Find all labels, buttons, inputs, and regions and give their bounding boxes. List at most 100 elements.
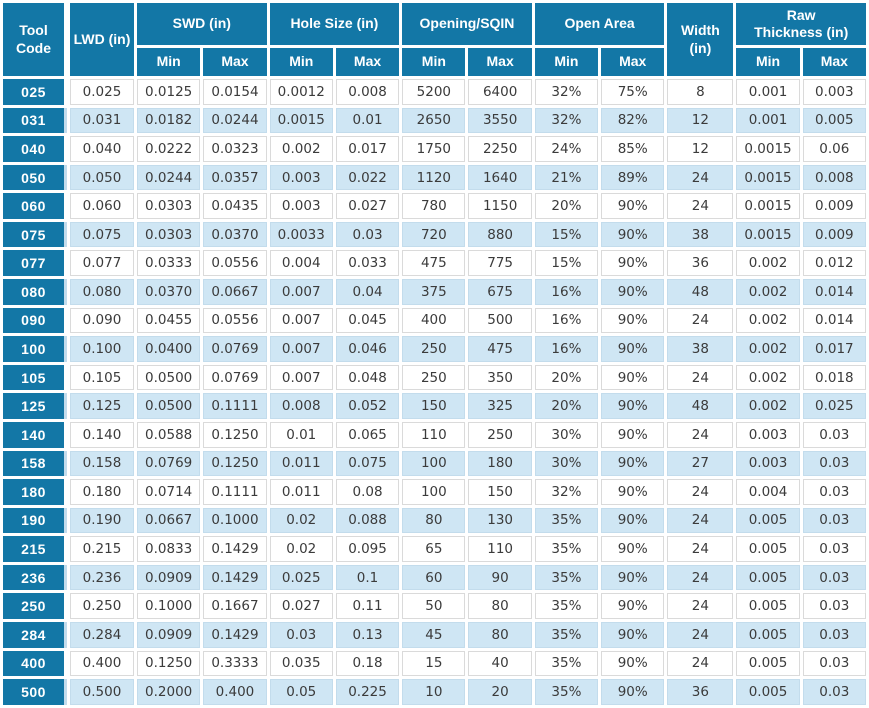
header-hole-max: Max xyxy=(335,48,400,76)
data-cell: 180 xyxy=(468,450,532,477)
data-cell: 35% xyxy=(534,507,599,534)
data-cell: 0.06 xyxy=(802,136,866,162)
data-cell: 0.007 xyxy=(269,307,333,334)
data-cell: 0.0033 xyxy=(269,221,333,248)
data-cell: 400 xyxy=(402,307,466,334)
tool-code-cell: 105 xyxy=(3,364,67,391)
data-cell: 85% xyxy=(601,136,665,162)
tool-code-cell: 158 xyxy=(3,450,67,477)
data-cell: 0.077 xyxy=(70,250,134,277)
data-cell: 24 xyxy=(667,536,734,562)
data-cell: 0.0833 xyxy=(137,536,201,562)
data-cell: 0.005 xyxy=(736,679,800,705)
data-cell: 24 xyxy=(667,421,734,448)
data-cell: 0.0769 xyxy=(203,336,267,362)
header-swd: SWD (in) xyxy=(137,3,267,45)
data-cell: 24 xyxy=(667,564,734,591)
data-cell: 0.02 xyxy=(269,536,333,562)
data-cell: 0.500 xyxy=(70,679,134,705)
data-cell: 0.0556 xyxy=(203,250,267,277)
data-cell: 0.018 xyxy=(802,364,866,391)
data-cell: 0.017 xyxy=(802,336,866,362)
table-row: 075 0.075 0.0303 0.0370 0.0033 0.03 720 880 15% 9… xyxy=(3,221,866,248)
data-cell: 0.01 xyxy=(335,107,400,134)
tool-code-cell: 236 xyxy=(3,564,67,591)
data-cell: 0.1429 xyxy=(203,536,267,562)
table-row: 077 0.077 0.0333 0.0556 0.004 0.033 475 775 15% 9… xyxy=(3,250,866,277)
data-cell: 0.1000 xyxy=(137,593,201,619)
table-row: 105 0.105 0.0500 0.0769 0.007 0.048 250 350 20% 9… xyxy=(3,364,866,391)
data-cell: 0.014 xyxy=(802,279,866,305)
tool-code-cell: 077 xyxy=(3,250,67,277)
data-cell: 30% xyxy=(534,421,599,448)
data-cell: 0.11 xyxy=(335,593,400,619)
header-group-row: Tool Code LWD (in) SWD (in) Hole Size (i… xyxy=(3,3,866,76)
data-cell: 16% xyxy=(534,336,599,362)
data-cell: 0.004 xyxy=(736,479,800,505)
data-cell: 8 xyxy=(667,79,734,105)
data-cell: 0.005 xyxy=(736,564,800,591)
data-cell: 38 xyxy=(667,221,734,248)
data-cell: 0.012 xyxy=(802,250,866,277)
data-cell: 38 xyxy=(667,336,734,362)
data-cell: 45 xyxy=(402,621,466,648)
tool-code-cell: 031 xyxy=(3,107,67,134)
data-cell: 0.03 xyxy=(802,507,866,534)
data-cell: 35% xyxy=(534,593,599,619)
data-cell: 0.002 xyxy=(736,307,800,334)
data-cell: 0.027 xyxy=(335,193,400,219)
data-cell: 1750 xyxy=(402,136,466,162)
tool-code-cell: 100 xyxy=(3,336,67,362)
data-cell: 0.125 xyxy=(70,393,134,419)
tool-code-cell: 080 xyxy=(3,279,67,305)
data-cell: 1150 xyxy=(468,193,532,219)
table-row: 500 0.500 0.2000 0.400 0.05 0.225 10 20 35% 90% 36… xyxy=(3,679,866,705)
data-cell: 0.1111 xyxy=(203,393,267,419)
data-cell: 0.048 xyxy=(335,364,400,391)
header-open-area-min: Min xyxy=(534,48,599,76)
data-cell: 0.1111 xyxy=(203,479,267,505)
data-cell: 0.105 xyxy=(70,364,134,391)
data-cell: 0.0909 xyxy=(137,621,201,648)
data-cell: 0.075 xyxy=(335,450,400,477)
data-cell: 0.1250 xyxy=(203,421,267,448)
data-cell: 110 xyxy=(468,536,532,562)
data-cell: 0.1250 xyxy=(203,450,267,477)
tool-code-cell: 250 xyxy=(3,593,67,619)
data-cell: 0.003 xyxy=(736,450,800,477)
data-cell: 3550 xyxy=(468,107,532,134)
data-cell: 90% xyxy=(601,336,665,362)
data-cell: 0.0244 xyxy=(203,107,267,134)
data-cell: 720 xyxy=(402,221,466,248)
data-cell: 16% xyxy=(534,307,599,334)
data-cell: 10 xyxy=(402,679,466,705)
data-cell: 16% xyxy=(534,279,599,305)
data-cell: 48 xyxy=(667,279,734,305)
data-cell: 0.0400 xyxy=(137,336,201,362)
data-cell: 0.002 xyxy=(736,364,800,391)
data-cell: 0.005 xyxy=(736,507,800,534)
data-cell: 90% xyxy=(601,479,665,505)
data-cell: 150 xyxy=(468,479,532,505)
header-open-area: Open Area xyxy=(534,3,665,45)
data-cell: 0.0556 xyxy=(203,307,267,334)
data-cell: 0.007 xyxy=(269,279,333,305)
data-cell: 35% xyxy=(534,621,599,648)
data-cell: 32% xyxy=(534,107,599,134)
data-cell: 6400 xyxy=(468,79,532,105)
data-cell: 0.001 xyxy=(736,79,800,105)
table-row: 050 0.050 0.0244 0.0357 0.003 0.022 1120 1640 21… xyxy=(3,164,866,191)
header-raw-min: Min xyxy=(736,48,800,76)
data-cell: 0.004 xyxy=(269,250,333,277)
header-raw-max: Max xyxy=(802,48,866,76)
data-cell: 0.090 xyxy=(70,307,134,334)
tool-code-cell: 284 xyxy=(3,621,67,648)
data-cell: 775 xyxy=(468,250,532,277)
data-cell: 0.140 xyxy=(70,421,134,448)
data-cell: 0.215 xyxy=(70,536,134,562)
data-cell: 0.03 xyxy=(269,621,333,648)
data-cell: 0.0182 xyxy=(137,107,201,134)
data-cell: 0.0357 xyxy=(203,164,267,191)
data-cell: 40 xyxy=(468,650,532,677)
data-cell: 0.0455 xyxy=(137,307,201,334)
